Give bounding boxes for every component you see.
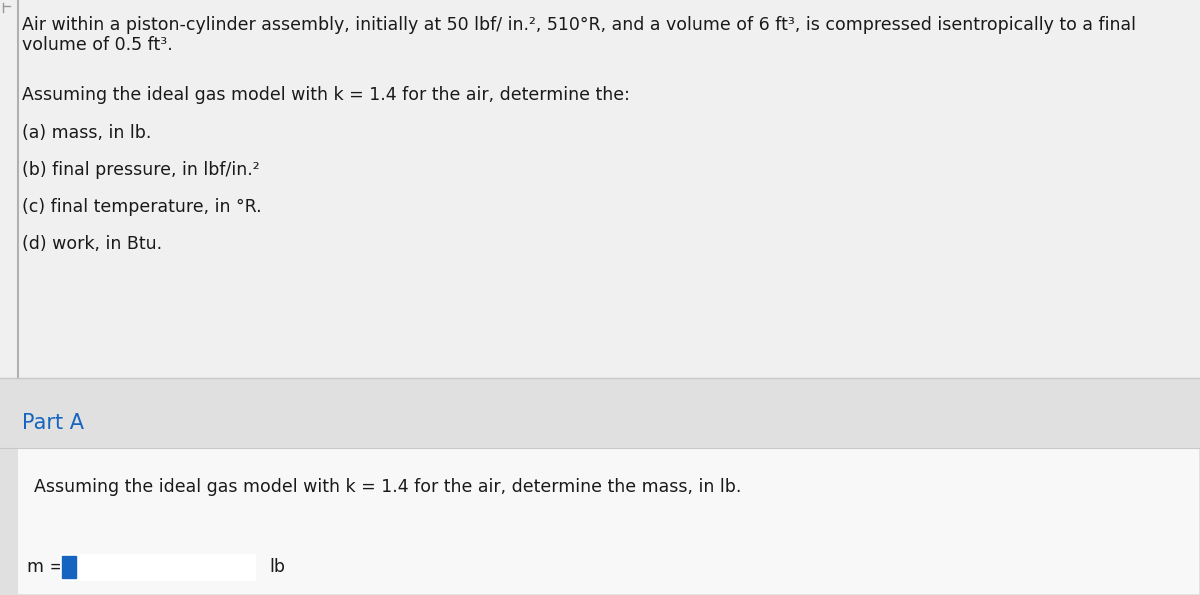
Text: m =: m =: [28, 558, 64, 576]
Text: (a) mass, in lb.: (a) mass, in lb.: [22, 124, 151, 142]
Text: Air within a piston-cylinder assembly, initially at 50 lbf/ in.², 510°R, and a v: Air within a piston-cylinder assembly, i…: [22, 16, 1136, 34]
Bar: [18, 448, 1198, 593]
Text: volume of 0.5 ft³.: volume of 0.5 ft³.: [22, 36, 173, 54]
Bar: [0, 378, 1200, 595]
Bar: [60, 554, 256, 580]
Text: Assuming the ideal gas model with k = 1.4 for the air, determine the mass, in lb: Assuming the ideal gas model with k = 1.…: [34, 478, 742, 496]
Text: Assuming the ideal gas model with k = 1.4 for the air, determine the:: Assuming the ideal gas model with k = 1.…: [22, 86, 630, 104]
Bar: [62, 556, 76, 578]
Bar: [0, 0, 1200, 378]
Text: Part A: Part A: [22, 413, 84, 433]
Text: (c) final temperature, in °R.: (c) final temperature, in °R.: [22, 198, 262, 216]
Text: lb: lb: [269, 558, 286, 576]
Text: (b) final pressure, in lbf/in.²: (b) final pressure, in lbf/in.²: [22, 161, 259, 179]
Text: (d) work, in Btu.: (d) work, in Btu.: [22, 235, 162, 253]
